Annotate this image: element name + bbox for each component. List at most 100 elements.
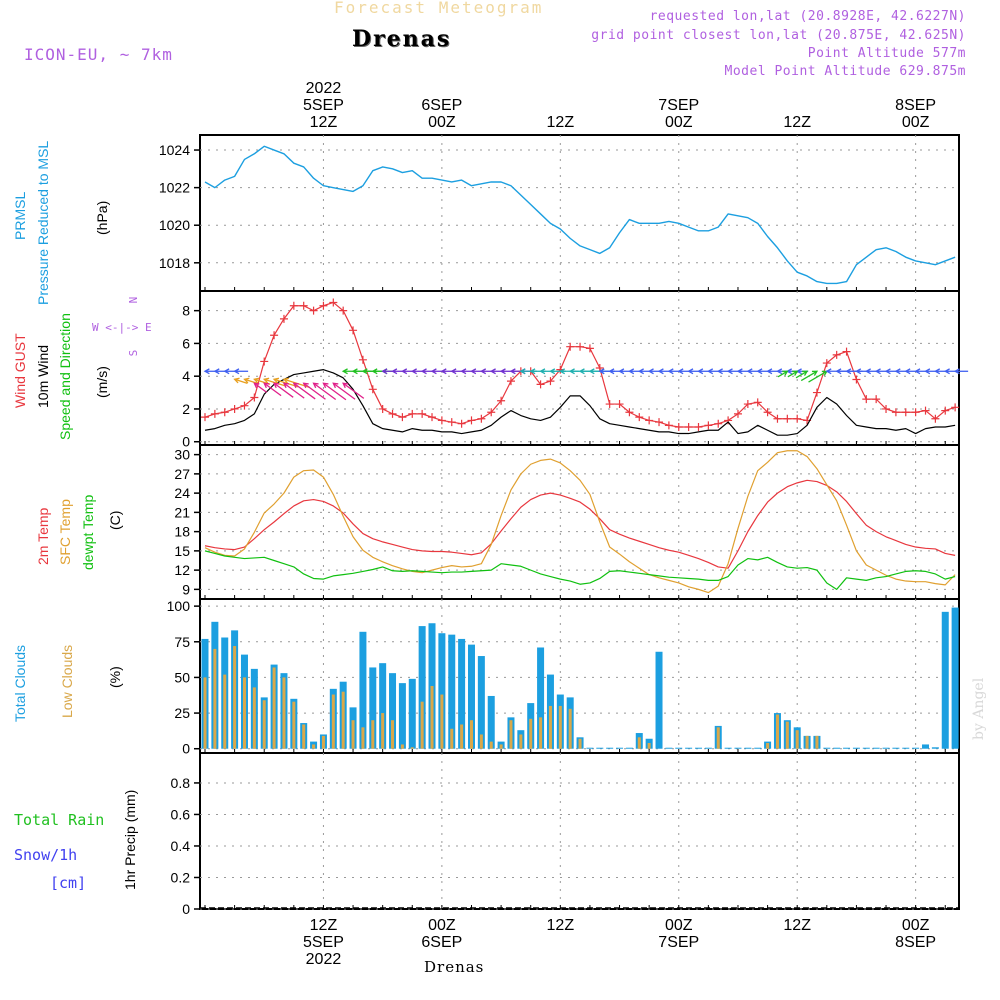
wind-arrow-head [904, 368, 911, 375]
gust-marker [477, 414, 486, 423]
gust-marker [645, 416, 654, 425]
low-clouds-bar [775, 714, 779, 749]
wind-arrow-head [489, 368, 496, 375]
precip-panel [199, 752, 960, 910]
total-clouds-bar [852, 747, 860, 749]
compass-n: N [127, 297, 140, 304]
low-clouds-bar [460, 724, 464, 749]
y-tick-label: 0.2 [171, 869, 191, 885]
low-clouds-bar [509, 720, 513, 749]
low-clouds-bar [469, 720, 473, 749]
wind-arrow-head [282, 377, 289, 384]
wind-arrow-head [509, 368, 516, 375]
gust-marker [289, 301, 298, 310]
wind-arrow-head [440, 368, 447, 375]
wind-arrow-shaft [332, 382, 356, 400]
wind-arrow-head [726, 368, 733, 375]
y-tick-label: 1022 [159, 180, 190, 196]
wind-arrow-head [637, 368, 644, 375]
gust-marker [447, 418, 456, 427]
bottom-time-label: 00Z [665, 917, 693, 934]
wind-line [204, 369, 956, 436]
wind-unit: (m/s) [94, 366, 110, 398]
gust-marker [536, 380, 545, 389]
wind-label: 10m Wind [35, 345, 51, 408]
low-clouds-bar [805, 735, 809, 749]
wind-arrow-head [874, 368, 881, 375]
wind-arrow-head [792, 370, 799, 376]
total-clouds-bar [685, 747, 693, 749]
panel-frames [199, 134, 960, 910]
low-clouds-bar [548, 705, 552, 749]
low-clouds-bar [272, 667, 276, 749]
wind-arrow-head [450, 368, 457, 375]
wind-arrow-head [312, 382, 319, 389]
wind-arrow-shaft [342, 382, 365, 399]
wind-arrow-head [381, 368, 388, 375]
total-clouds-bar [359, 631, 367, 749]
low-clouds-bar [519, 734, 523, 749]
low-clouds-bar [252, 687, 256, 749]
wind-arrow-head [588, 368, 595, 375]
gust-marker [674, 422, 683, 431]
wind-arrow-head [233, 368, 240, 375]
total-clouds-bar [596, 747, 604, 749]
low-clouds-bar [815, 735, 819, 749]
wind-arrow-head [282, 382, 290, 389]
wind-arrow-head [519, 368, 526, 375]
total-clouds-bar [369, 667, 377, 749]
gust-marker [487, 408, 496, 417]
total-clouds-bar [882, 747, 890, 749]
y-tick-label: 75 [174, 634, 190, 650]
wind-arrow-head [332, 382, 339, 389]
low-clouds-label: Low Clouds [59, 645, 75, 718]
total-clouds-bar [922, 744, 930, 749]
gust-marker [260, 357, 269, 366]
gust-marker [418, 409, 427, 418]
footer-location: Drenas [424, 958, 485, 976]
wind-arrow-head [223, 368, 230, 375]
gust-marker [358, 355, 367, 364]
wind-arrow-head [243, 377, 250, 384]
y-tick-label: 50 [174, 669, 190, 685]
y-tick-label: 0 [182, 434, 190, 450]
low-clouds-bar [578, 738, 582, 749]
y-tick-label: 0.8 [171, 775, 191, 791]
wind-arrow-head [253, 382, 260, 389]
gust-marker [201, 413, 209, 422]
y-tick-label: 24 [174, 485, 190, 501]
gust-marker [714, 419, 723, 428]
wind-arrow-head [598, 368, 605, 375]
wind-arrow-head [322, 382, 329, 389]
gust-marker [704, 421, 713, 430]
wind-arrow-head [716, 368, 723, 375]
wind-arrow-head [401, 368, 408, 375]
wind-arrow-head [647, 368, 654, 375]
wind-arrow-shaft [263, 382, 282, 397]
top-time-label: 00Z [902, 114, 930, 131]
wind-arrow-shaft [264, 378, 286, 387]
total-clouds-bar [823, 747, 831, 749]
compass: N W <-|-> E S [92, 297, 152, 357]
y-tick-label: 1018 [159, 255, 190, 271]
bottom-time-label: 12Z [783, 917, 811, 934]
total-clouds-bar [675, 747, 683, 749]
top-time-label: 00Z [665, 114, 693, 131]
gust-marker [339, 306, 348, 315]
total-clouds-bar [655, 651, 663, 749]
gust-marker [822, 359, 831, 368]
gust-marker [842, 347, 851, 356]
bottom-time-label: 00Z [902, 917, 930, 934]
wind-arrow-head [943, 368, 950, 375]
pressure-line [204, 145, 956, 285]
total-clouds-bar [616, 747, 624, 749]
location-title: Drenas [352, 26, 452, 52]
wind-arrow-head [756, 368, 763, 375]
temp-unit: (C) [107, 511, 123, 530]
wind-arrow-head [558, 368, 566, 375]
gust-marker [566, 342, 575, 351]
data-series [200, 145, 969, 909]
gust-marker [576, 342, 585, 351]
wind-arrow-shaft [787, 370, 798, 378]
